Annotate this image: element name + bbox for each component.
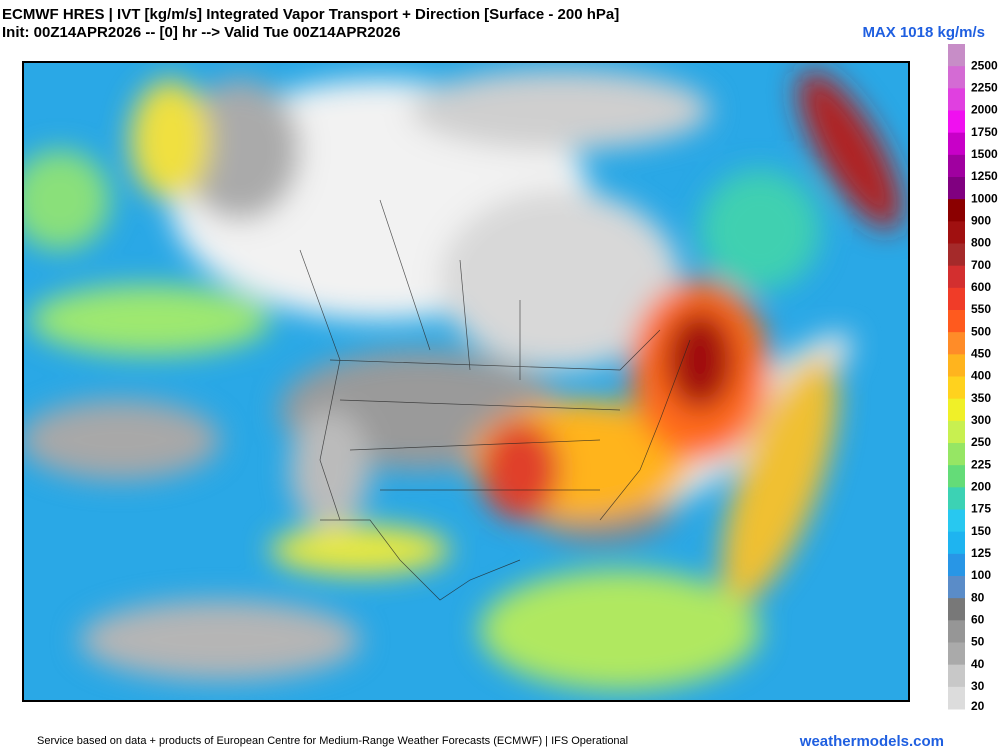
title: ECMWF HRES | IVT [kg/m/s] Integrated Vap… [2,6,619,23]
colorbar-segment [948,243,965,267]
colorbar-segment [948,465,965,488]
colorbar-label: 600 [971,280,991,294]
colorbar-label: 30 [971,679,985,693]
colorbar-label: 80 [971,590,985,604]
colorbar-segment [948,44,965,67]
colorbar-label: 550 [971,302,991,316]
colorbar-segment [948,110,965,134]
colorbar-segment [948,686,965,710]
colorbar-segment [948,88,965,111]
colorbar-segment [948,177,965,200]
colorbar-label: 1750 [971,125,998,139]
colorbar-segment [948,443,965,466]
colorbar-label: 200 [971,480,991,494]
colorbar-label: 175 [971,502,991,516]
colorbar-label: 350 [971,391,991,405]
site-link[interactable]: weathermodels.com [799,733,944,750]
colorbar-label: 60 [971,613,985,627]
colorbar-label: 2000 [971,103,998,117]
colorbar-segment [948,154,965,178]
colorbar-label: 500 [971,324,991,338]
map-frame [22,61,910,702]
colorbar-segment [948,332,965,355]
colorbar-label: 125 [971,546,991,560]
colorbar-label: 50 [971,635,985,649]
colorbar-segment [948,576,965,599]
colorbar-segment [948,199,965,222]
colorbar-label: 2250 [971,81,998,95]
colorbar-label: 700 [971,258,991,272]
colorbar-label: 2500 [971,58,998,72]
colorbar-label: 225 [971,457,991,471]
boundaries [299,199,691,601]
colorbar-label: 150 [971,524,991,538]
colorbar-segment [948,354,965,377]
colorbar-label: 450 [971,347,991,361]
colorbar-segment [948,620,965,643]
colorbar-segment [948,553,965,577]
colorbar-segment [948,310,965,333]
ivt-field [23,70,902,690]
colorbar-segment [948,376,965,400]
colorbar-segment [948,509,965,533]
colorbar-segment [948,642,965,666]
colorbar-segment [948,487,965,510]
colorbar-segment [948,531,965,555]
colorbar-segment [948,221,965,244]
colorbar-segment [948,287,965,311]
colorbar-label: 250 [971,435,991,449]
colorbar: 2500 2250 2000 1750 1500 1250 1000 900 800 700 600… [948,44,998,713]
colorbar-label: 40 [971,657,985,671]
colorbar-segment [948,398,965,422]
colorbar-label: 20 [971,699,985,713]
colorbar-label: 800 [971,236,991,250]
colorbar-segment [948,598,965,621]
colorbar-label: 1250 [971,169,998,183]
colorbar-label: 1500 [971,147,998,161]
colorbar-segment [948,265,965,289]
subtitle: Init: 00Z14APR2026 -- [0] hr --> Valid T… [2,24,401,41]
credit: Service based on data + products of Euro… [37,735,628,747]
map [23,62,909,701]
colorbar-label: 900 [971,214,991,228]
colorbar-segment [948,664,965,688]
max-label: MAX 1018 kg/m/s [862,24,985,41]
colorbar-label: 300 [971,413,991,427]
colorbar-label: 400 [971,369,991,383]
colorbar-label: 100 [971,568,991,582]
colorbar-segment [948,420,965,444]
colorbar-segment [948,66,965,89]
colorbar-segment [948,132,965,156]
colorbar-label: 1000 [971,191,998,205]
